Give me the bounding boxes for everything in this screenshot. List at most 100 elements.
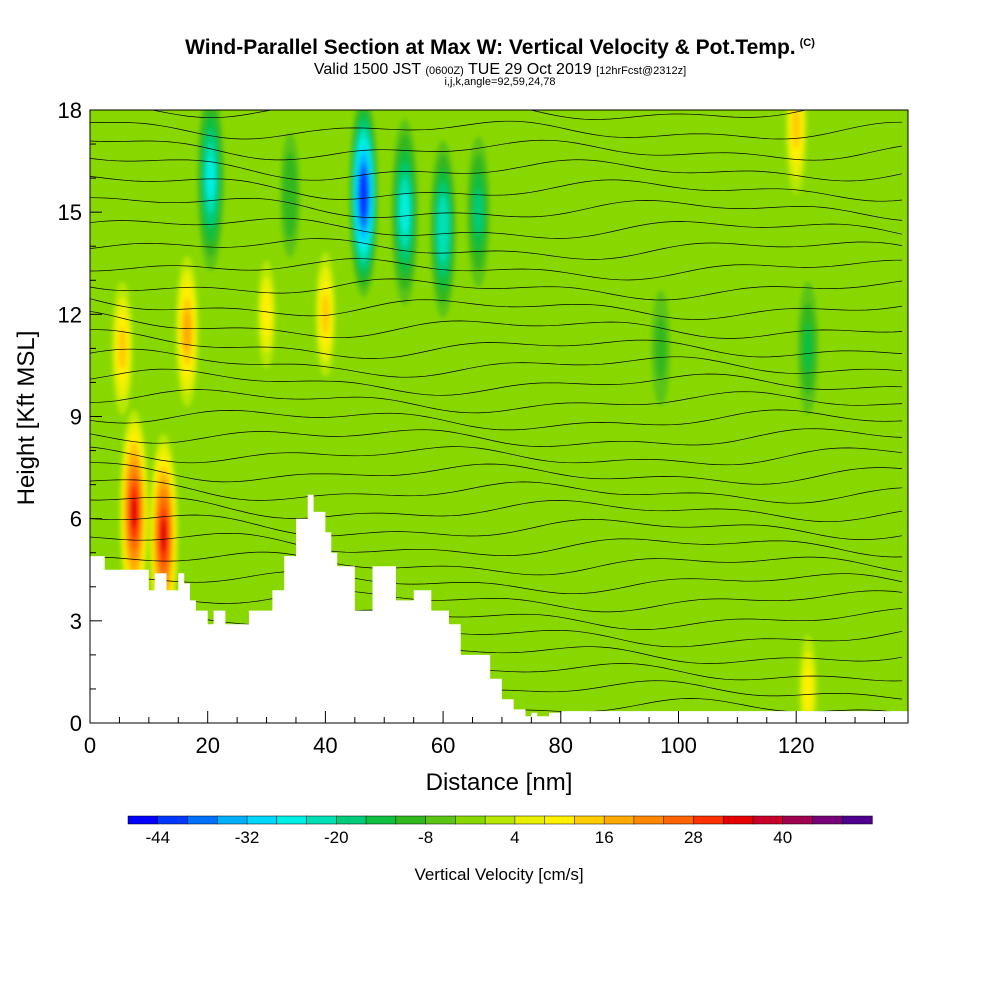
colorbar-swatch <box>514 815 546 825</box>
colorbar-swatch <box>841 815 873 825</box>
colorbar-swatch <box>603 815 635 825</box>
x-tick-label: 0 <box>84 733 96 758</box>
theta-contour <box>90 479 903 504</box>
theta-contour <box>90 139 903 161</box>
x-tick-label: 40 <box>313 733 337 758</box>
x-tick-label: 20 <box>195 733 219 758</box>
theta-contour <box>90 496 903 523</box>
x-tick-label: 60 <box>431 733 455 758</box>
colorbar-swatch <box>336 815 367 825</box>
x-tick-label: 80 <box>549 733 573 758</box>
velocity-feature <box>160 519 167 553</box>
colorbar: -44 -32 -20 -8 4 16 28 40 <box>127 815 873 847</box>
colorbar-swatch <box>574 815 605 825</box>
y-axis-title: Height [Kft MSL] <box>13 331 40 506</box>
colorbar-swatch <box>306 815 337 825</box>
theta-contour <box>90 217 903 239</box>
theta-contour <box>90 514 903 540</box>
colorbar-swatch <box>633 815 665 825</box>
theta-contour <box>90 571 903 595</box>
terrain-mask <box>90 494 908 723</box>
colorbar-swatch <box>455 815 486 825</box>
chart-subtitle: Valid 1500 JST (0600Z) TUE 29 Oct 2019 [… <box>0 61 1000 79</box>
colorbar-swatch <box>217 815 248 825</box>
theta-contour <box>90 120 903 140</box>
field-features <box>111 110 819 723</box>
chart-title: Wind-Parallel Section at Max W: Vertical… <box>0 36 1000 60</box>
colorbar-swatch <box>812 815 843 825</box>
x-axis-title: Distance [nm] <box>426 769 573 796</box>
forecast-info: [12hrFcst@2312z] <box>596 65 687 77</box>
y-tick-label: 6 <box>70 507 82 532</box>
colorbar-swatch <box>722 815 754 825</box>
colorbar-tick-label: 40 <box>773 828 792 847</box>
colorbar-swatch <box>187 815 218 825</box>
valid-prefix: Valid 1500 JST <box>313 61 421 78</box>
theta-contour <box>90 409 903 431</box>
colorbar-swatch <box>365 815 397 825</box>
theta-contour <box>90 238 903 260</box>
colorbar-swatch <box>127 815 159 825</box>
axes: 0 20 40 60 80 100 120 0 3 6 9 12 15 18 <box>58 98 885 758</box>
theta-contour <box>90 446 903 466</box>
velocity-feature <box>285 170 295 220</box>
velocity-feature <box>130 495 138 529</box>
theta-contour <box>90 368 903 396</box>
colorbar-tick-label: 28 <box>684 828 703 847</box>
theta-contour <box>90 176 903 202</box>
y-tick-label: 0 <box>70 711 82 736</box>
y-tick-label: 12 <box>58 302 82 327</box>
colorbar-swatch <box>663 815 695 825</box>
theta-contour <box>90 329 903 359</box>
theta-contour <box>90 348 903 378</box>
y-tick-label: 15 <box>58 200 82 225</box>
colorbar-swatch <box>752 815 784 825</box>
chart-title-text: Wind-Parallel Section at Max W: Vertical… <box>185 36 796 59</box>
vertical-velocity-field <box>90 110 908 723</box>
colorbar-swatch <box>484 815 516 825</box>
velocity-feature <box>360 180 367 210</box>
theta-contour <box>90 389 903 414</box>
velocity-feature <box>400 191 409 233</box>
colorbar-swatch <box>395 815 427 825</box>
theta-contour <box>90 278 903 301</box>
velocity-feature <box>439 209 447 249</box>
colorbar-swatch <box>157 815 189 825</box>
velocity-feature <box>118 327 127 370</box>
y-tick-label: 9 <box>70 405 82 430</box>
colorbar-tick-label: -32 <box>235 828 260 847</box>
theta-contour <box>90 590 903 613</box>
colorbar-swatch <box>544 815 576 825</box>
velocity-feature <box>321 294 330 335</box>
x-tick-label: 100 <box>660 733 697 758</box>
theta-contour <box>90 298 903 320</box>
theta-contour <box>90 258 903 281</box>
theta-contour <box>90 428 903 447</box>
velocity-feature <box>262 292 271 337</box>
theta-contour <box>90 462 903 485</box>
colorbar-swatch <box>246 815 278 825</box>
velocity-feature <box>206 157 215 199</box>
colorbar-tick-label: -44 <box>146 828 171 847</box>
velocity-feature <box>474 188 483 236</box>
valid-utc: (0600Z) <box>425 65 464 77</box>
velocity-feature <box>803 667 813 711</box>
theta-contour <box>90 551 903 576</box>
y-tick-label: 3 <box>70 609 82 634</box>
theta-contour <box>90 158 903 182</box>
colorbar-swatch <box>693 815 724 825</box>
title-mark: (C) <box>799 37 815 49</box>
theta-contour <box>90 310 903 339</box>
colorbar-tick-label: -20 <box>324 828 349 847</box>
y-tick-label: 18 <box>58 98 82 123</box>
colorbar-tick-label: 16 <box>595 828 614 847</box>
field-background <box>90 110 908 723</box>
colorbar-swatch <box>425 815 457 825</box>
colorbar-tick-label: -8 <box>418 828 433 847</box>
x-tick-label: 120 <box>778 733 815 758</box>
velocity-feature <box>655 316 667 381</box>
theta-contour <box>90 81 902 101</box>
colorbar-swatch <box>782 815 814 825</box>
chart-indices: i,j,k,angle=92,59,24,78 <box>444 76 556 88</box>
